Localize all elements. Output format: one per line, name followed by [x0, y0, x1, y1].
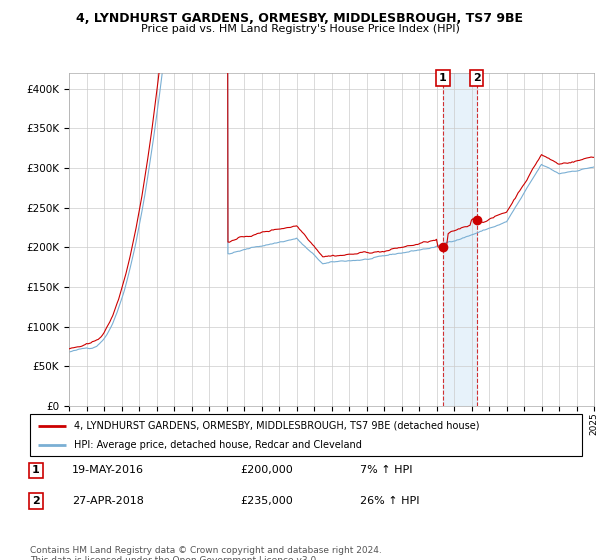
Text: 4, LYNDHURST GARDENS, ORMESBY, MIDDLESBROUGH, TS7 9BE: 4, LYNDHURST GARDENS, ORMESBY, MIDDLESBR… [77, 12, 523, 25]
Text: Price paid vs. HM Land Registry's House Price Index (HPI): Price paid vs. HM Land Registry's House … [140, 24, 460, 34]
Text: 1: 1 [439, 73, 447, 83]
Text: HPI: Average price, detached house, Redcar and Cleveland: HPI: Average price, detached house, Redc… [74, 440, 362, 450]
Text: 26% ↑ HPI: 26% ↑ HPI [360, 496, 419, 506]
Text: 27-APR-2018: 27-APR-2018 [72, 496, 144, 506]
Text: 7% ↑ HPI: 7% ↑ HPI [360, 465, 413, 475]
Text: Contains HM Land Registry data © Crown copyright and database right 2024.
This d: Contains HM Land Registry data © Crown c… [30, 546, 382, 560]
Text: 19-MAY-2016: 19-MAY-2016 [72, 465, 144, 475]
Text: 2: 2 [473, 73, 481, 83]
Text: 2: 2 [32, 496, 40, 506]
Text: 4, LYNDHURST GARDENS, ORMESBY, MIDDLESBROUGH, TS7 9BE (detached house): 4, LYNDHURST GARDENS, ORMESBY, MIDDLESBR… [74, 421, 479, 431]
Text: 1: 1 [32, 465, 40, 475]
Bar [443, 73, 476, 406]
Text: £235,000: £235,000 [240, 496, 293, 506]
Text: £200,000: £200,000 [240, 465, 293, 475]
